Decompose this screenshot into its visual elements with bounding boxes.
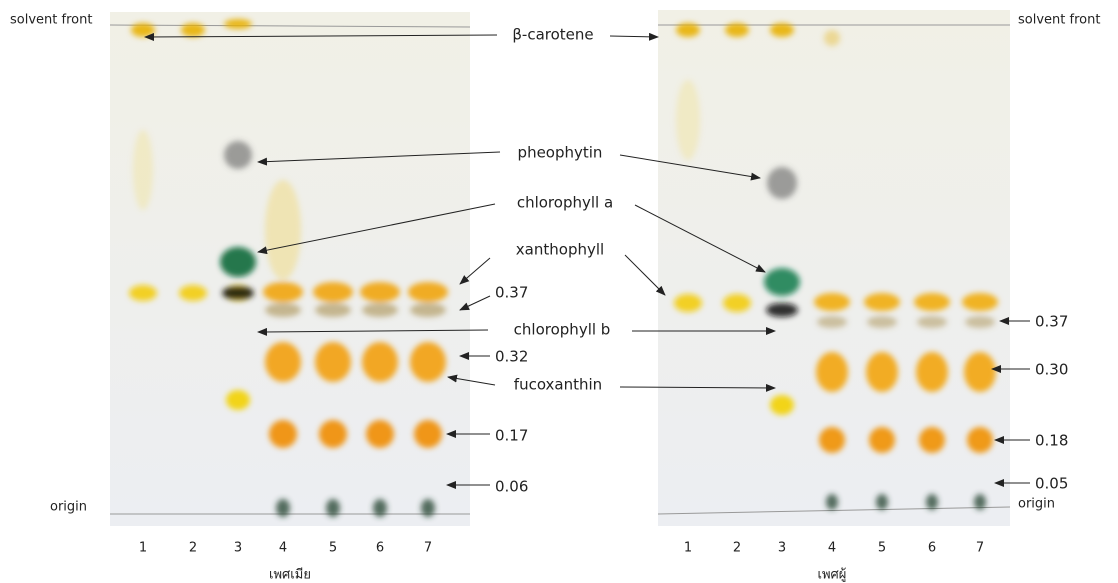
spot xyxy=(373,499,387,517)
origin-label: origin xyxy=(50,500,87,515)
spot xyxy=(867,316,897,328)
lane-label: 7 xyxy=(424,541,432,556)
solvent-front-label: solvent front xyxy=(10,13,92,28)
spot xyxy=(814,293,850,311)
spot xyxy=(265,303,301,317)
lane-label: 2 xyxy=(189,541,197,556)
rf-label: 0.32 xyxy=(495,348,528,366)
rf-label: 0.05 xyxy=(1035,475,1068,493)
lane-label: 6 xyxy=(928,541,936,556)
spot xyxy=(362,303,398,317)
solvent-front-label: solvent front xyxy=(1018,13,1100,28)
spot xyxy=(866,352,898,392)
spot xyxy=(265,180,301,280)
spot xyxy=(131,23,155,37)
spot xyxy=(421,499,435,517)
caption: เพศเมีย xyxy=(269,567,311,583)
rf-label: 0.17 xyxy=(495,427,528,445)
spot xyxy=(676,80,700,160)
spot xyxy=(964,352,996,392)
spot xyxy=(263,282,303,302)
rf-label: 0.06 xyxy=(495,478,528,496)
spot xyxy=(819,427,845,453)
spot xyxy=(179,285,207,301)
spot xyxy=(276,499,290,517)
lane-label: 1 xyxy=(139,541,147,556)
spot xyxy=(315,303,351,317)
rf-label: 0.18 xyxy=(1035,432,1068,450)
spot xyxy=(674,294,702,312)
figure: solvent front origin solvent front origi… xyxy=(0,0,1118,583)
compound-label: pheophytin xyxy=(518,144,603,162)
spot xyxy=(360,282,400,302)
spot xyxy=(410,342,446,382)
spot xyxy=(967,427,993,453)
spot xyxy=(770,23,794,37)
spot xyxy=(366,420,394,448)
spot xyxy=(826,494,838,510)
lane-label: 6 xyxy=(376,541,384,556)
spot xyxy=(926,494,938,510)
spot xyxy=(764,268,800,296)
spot xyxy=(965,316,995,328)
spot xyxy=(410,303,446,317)
spot xyxy=(824,30,840,46)
lane-label: 2 xyxy=(733,541,741,556)
compound-label: chlorophyll b xyxy=(514,321,611,339)
spot xyxy=(269,420,297,448)
lane-label: 3 xyxy=(234,541,242,556)
rf-label: 0.37 xyxy=(495,284,528,302)
spot xyxy=(220,247,256,277)
compound-label: β-carotene xyxy=(512,26,593,44)
spot xyxy=(974,494,986,510)
spot xyxy=(222,286,254,300)
lane-label: 5 xyxy=(329,541,337,556)
spot xyxy=(226,390,250,410)
lane-label: 1 xyxy=(684,541,692,556)
lane-label: 3 xyxy=(778,541,786,556)
spot xyxy=(326,499,340,517)
spot xyxy=(224,19,252,29)
spot xyxy=(319,420,347,448)
spot xyxy=(315,342,351,382)
spot xyxy=(817,316,847,328)
rf-label: 0.37 xyxy=(1035,313,1068,331)
spot xyxy=(876,494,888,510)
lane-label: 4 xyxy=(828,541,836,556)
spot xyxy=(869,427,895,453)
compound-label: fucoxanthin xyxy=(514,376,602,394)
spot xyxy=(133,130,153,210)
spot xyxy=(725,23,749,37)
spot xyxy=(408,282,448,302)
spot xyxy=(919,427,945,453)
caption: เพศผู้ xyxy=(818,568,847,583)
spot xyxy=(313,282,353,302)
spot xyxy=(766,303,798,317)
spot xyxy=(864,293,900,311)
spot xyxy=(676,23,700,37)
spot xyxy=(723,294,751,312)
spot xyxy=(224,141,252,169)
compound-label: chlorophyll a xyxy=(517,194,613,212)
spot xyxy=(414,420,442,448)
spot xyxy=(181,23,205,37)
spot xyxy=(129,285,157,301)
lane-labels: 1 2 3 4 5 6 7 1 2 3 4 5 6 7 xyxy=(139,541,984,556)
spot xyxy=(265,342,301,382)
spot xyxy=(816,352,848,392)
spot xyxy=(362,342,398,382)
spot xyxy=(917,316,947,328)
lane-label: 4 xyxy=(279,541,287,556)
origin-label: origin xyxy=(1018,497,1055,512)
spot xyxy=(962,293,998,311)
spot xyxy=(770,395,794,415)
lane-label: 7 xyxy=(976,541,984,556)
spot xyxy=(916,352,948,392)
lane-label: 5 xyxy=(878,541,886,556)
compound-label: xanthophyll xyxy=(516,241,604,259)
rf-label: 0.30 xyxy=(1035,361,1068,379)
spot xyxy=(914,293,950,311)
spot xyxy=(767,167,797,199)
